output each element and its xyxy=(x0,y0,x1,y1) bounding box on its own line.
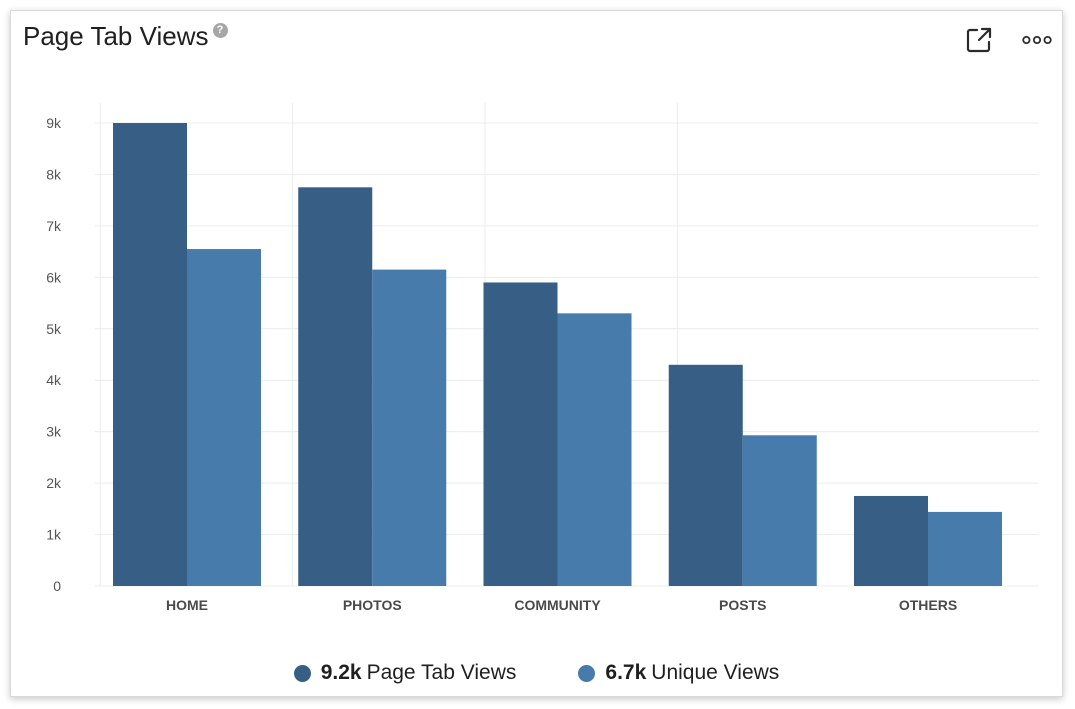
y-tick-label: 8k xyxy=(46,166,62,182)
bar-unique-views-home xyxy=(187,249,261,587)
y-tick-label: 2k xyxy=(46,475,62,491)
y-tick-label: 7k xyxy=(46,218,62,234)
y-tick-label: 4k xyxy=(46,372,62,388)
legend-dot-unique-views xyxy=(578,664,596,682)
bar-unique-views-posts xyxy=(742,435,817,586)
y-tick-label: 5k xyxy=(46,321,62,337)
y-tick-label: 3k xyxy=(46,424,62,440)
more-options-icon[interactable] xyxy=(1022,25,1052,55)
bar-page-tab-views-posts xyxy=(668,364,743,586)
x-category-label: PHOTOS xyxy=(343,597,402,613)
chart-title-row: Page Tab Views ? xyxy=(23,21,228,52)
legend-dot-page-tab-views xyxy=(293,664,311,682)
legend-value-unique-views: 6.7k xyxy=(605,661,647,684)
legend-label-unique-views: Unique Views xyxy=(651,661,780,684)
x-category-label: COMMUNITY xyxy=(514,597,601,613)
bar-page-tab-views-photos xyxy=(298,187,373,587)
y-tick-label: 9k xyxy=(46,115,62,131)
bar-page-tab-views-others xyxy=(854,495,928,586)
help-icon[interactable]: ? xyxy=(212,23,228,38)
y-tick-label: 1k xyxy=(46,527,62,543)
legend-label-page-tab-views: Page Tab Views xyxy=(366,661,517,684)
x-category-label: OTHERS xyxy=(899,597,957,613)
bar-chart: 0 1k 2k 3k 4k 5k 6k 7k 8k 9k HOME PHOTOS COMMUNITY PO… xyxy=(46,103,1039,613)
chart-title: Page Tab Views xyxy=(23,21,209,51)
legend-item-page-tab-views[interactable]: 9.2k Page Tab Views xyxy=(293,661,517,685)
bar-page-tab-views-home xyxy=(113,123,187,586)
x-category-label: POSTS xyxy=(719,597,766,613)
legend: 9.2k Page Tab Views 6.7k Unique Views xyxy=(11,661,1062,685)
bar-page-tab-views-community xyxy=(483,282,558,586)
external-link-icon[interactable] xyxy=(964,25,994,55)
bar-unique-views-photos xyxy=(372,269,447,586)
legend-item-unique-views[interactable]: 6.7k Unique Views xyxy=(578,661,779,685)
bar-unique-views-community xyxy=(557,313,632,586)
x-category-label: HOME xyxy=(166,597,208,613)
chart-card: Page Tab Views ? 0 1k 2k 3k 4k 5k 6k 7k 8k 9k HOME… xyxy=(10,10,1063,697)
y-tick-label: 0 xyxy=(53,578,61,594)
y-tick-label: 6k xyxy=(46,269,62,285)
legend-value-page-tab-views: 9.2k xyxy=(320,661,362,684)
bar-unique-views-others xyxy=(928,511,1002,586)
